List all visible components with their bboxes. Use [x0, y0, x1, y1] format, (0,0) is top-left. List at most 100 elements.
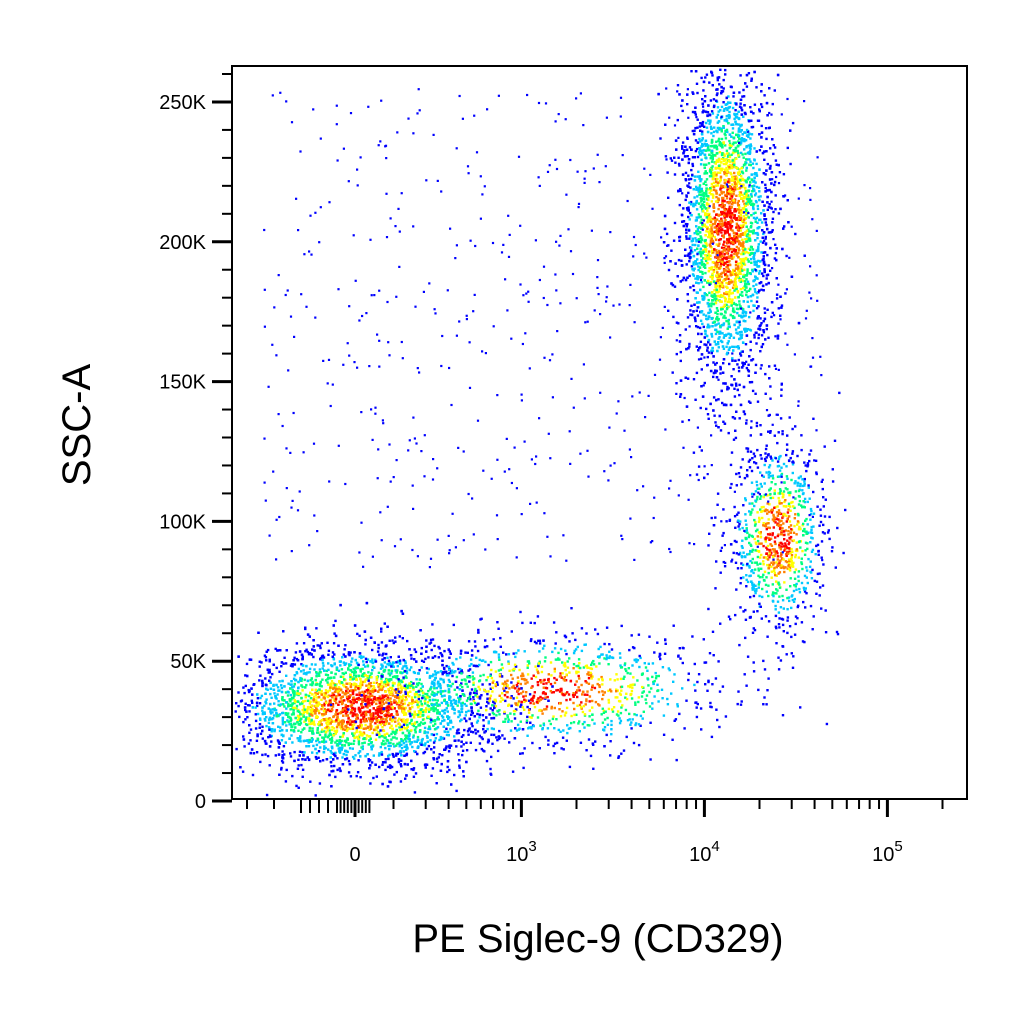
event-dot	[397, 705, 401, 709]
event-dot	[441, 736, 444, 740]
event-dot	[679, 395, 682, 398]
event-dot	[547, 680, 550, 684]
event-dot	[451, 661, 454, 665]
event-dot	[309, 780, 312, 783]
event-dot	[607, 663, 610, 666]
event-dot	[301, 775, 304, 778]
event-dot	[773, 257, 777, 260]
event-dot	[439, 690, 442, 694]
event-dot	[385, 721, 388, 724]
event-dot	[412, 734, 415, 737]
event-dot	[686, 137, 689, 140]
event-dot	[404, 669, 407, 673]
event-dot	[549, 661, 553, 664]
event-dot	[466, 730, 470, 733]
event-dot	[713, 226, 716, 229]
event-dot	[497, 669, 501, 672]
event-dot	[443, 712, 446, 715]
event-dot	[384, 665, 388, 669]
event-dot	[296, 718, 300, 721]
event-dot	[332, 769, 335, 773]
event-dot	[316, 683, 319, 686]
event-dot	[247, 688, 250, 692]
event-dot	[273, 707, 276, 710]
event-dot	[457, 696, 460, 699]
event-dot	[486, 697, 489, 700]
event-dot	[428, 727, 432, 731]
event-dot	[319, 746, 322, 749]
event-dot	[338, 740, 341, 744]
event-dot	[509, 696, 512, 700]
event-dot	[328, 729, 331, 732]
event-dot	[477, 628, 480, 632]
event-dot	[497, 627, 500, 630]
event-dot	[314, 794, 317, 797]
event-dot	[283, 699, 286, 702]
event-dot	[240, 699, 244, 702]
event-dot	[589, 671, 592, 675]
event-dot	[762, 232, 765, 236]
event-dot	[503, 694, 507, 697]
event-dot	[527, 660, 531, 663]
event-dot	[270, 740, 273, 743]
event-dot	[294, 651, 298, 654]
event-dot	[359, 680, 363, 683]
event-dot	[372, 681, 375, 684]
event-dot	[418, 669, 421, 672]
event-dot	[588, 709, 591, 712]
event-dot	[478, 688, 481, 691]
event-dot	[304, 717, 308, 721]
event-dot	[489, 707, 492, 710]
event-dot	[630, 689, 634, 693]
event-dot	[380, 627, 383, 630]
event-dot	[305, 683, 308, 687]
event-dot	[330, 765, 333, 768]
event-dot	[665, 232, 669, 236]
event-dot	[620, 666, 624, 669]
event-dot	[711, 165, 714, 168]
event-dot	[308, 667, 312, 671]
event-dot	[737, 314, 741, 317]
event-dot	[363, 680, 367, 683]
event-dot	[733, 113, 737, 116]
event-dot	[433, 703, 437, 706]
event-dot	[533, 705, 537, 709]
event-dot	[459, 667, 462, 671]
event-dot	[324, 673, 328, 676]
event-dot	[502, 651, 505, 654]
event-dot	[694, 113, 697, 116]
event-dot	[538, 747, 541, 750]
event-dot	[423, 750, 427, 754]
event-dot	[764, 221, 767, 224]
event-dot	[722, 420, 725, 423]
event-dot	[413, 648, 416, 651]
event-dot	[425, 734, 429, 737]
event-dot	[494, 683, 497, 686]
event-dot	[705, 407, 708, 411]
event-dot	[248, 710, 251, 713]
event-dot	[747, 247, 750, 251]
event-dot	[412, 670, 416, 674]
event-dot	[641, 691, 644, 694]
event-dot	[343, 709, 346, 713]
event-dot	[329, 738, 332, 741]
event-dot	[425, 747, 429, 751]
event-dot	[285, 707, 288, 710]
event-dot	[408, 722, 412, 725]
event-dot	[501, 692, 504, 695]
event-dot	[326, 724, 329, 727]
event-dot	[290, 713, 294, 716]
event-dot	[717, 398, 720, 401]
event-dot	[576, 645, 579, 649]
event-dot	[398, 726, 401, 729]
event-dot	[560, 747, 563, 750]
event-dot	[350, 709, 353, 712]
event-dot	[483, 645, 487, 649]
event-dot	[468, 695, 472, 698]
event-dot	[256, 697, 260, 700]
event-dot	[238, 715, 241, 719]
event-dot	[355, 726, 358, 730]
event-dot	[405, 746, 409, 749]
event-dot	[483, 731, 486, 734]
event-dot	[339, 697, 343, 700]
